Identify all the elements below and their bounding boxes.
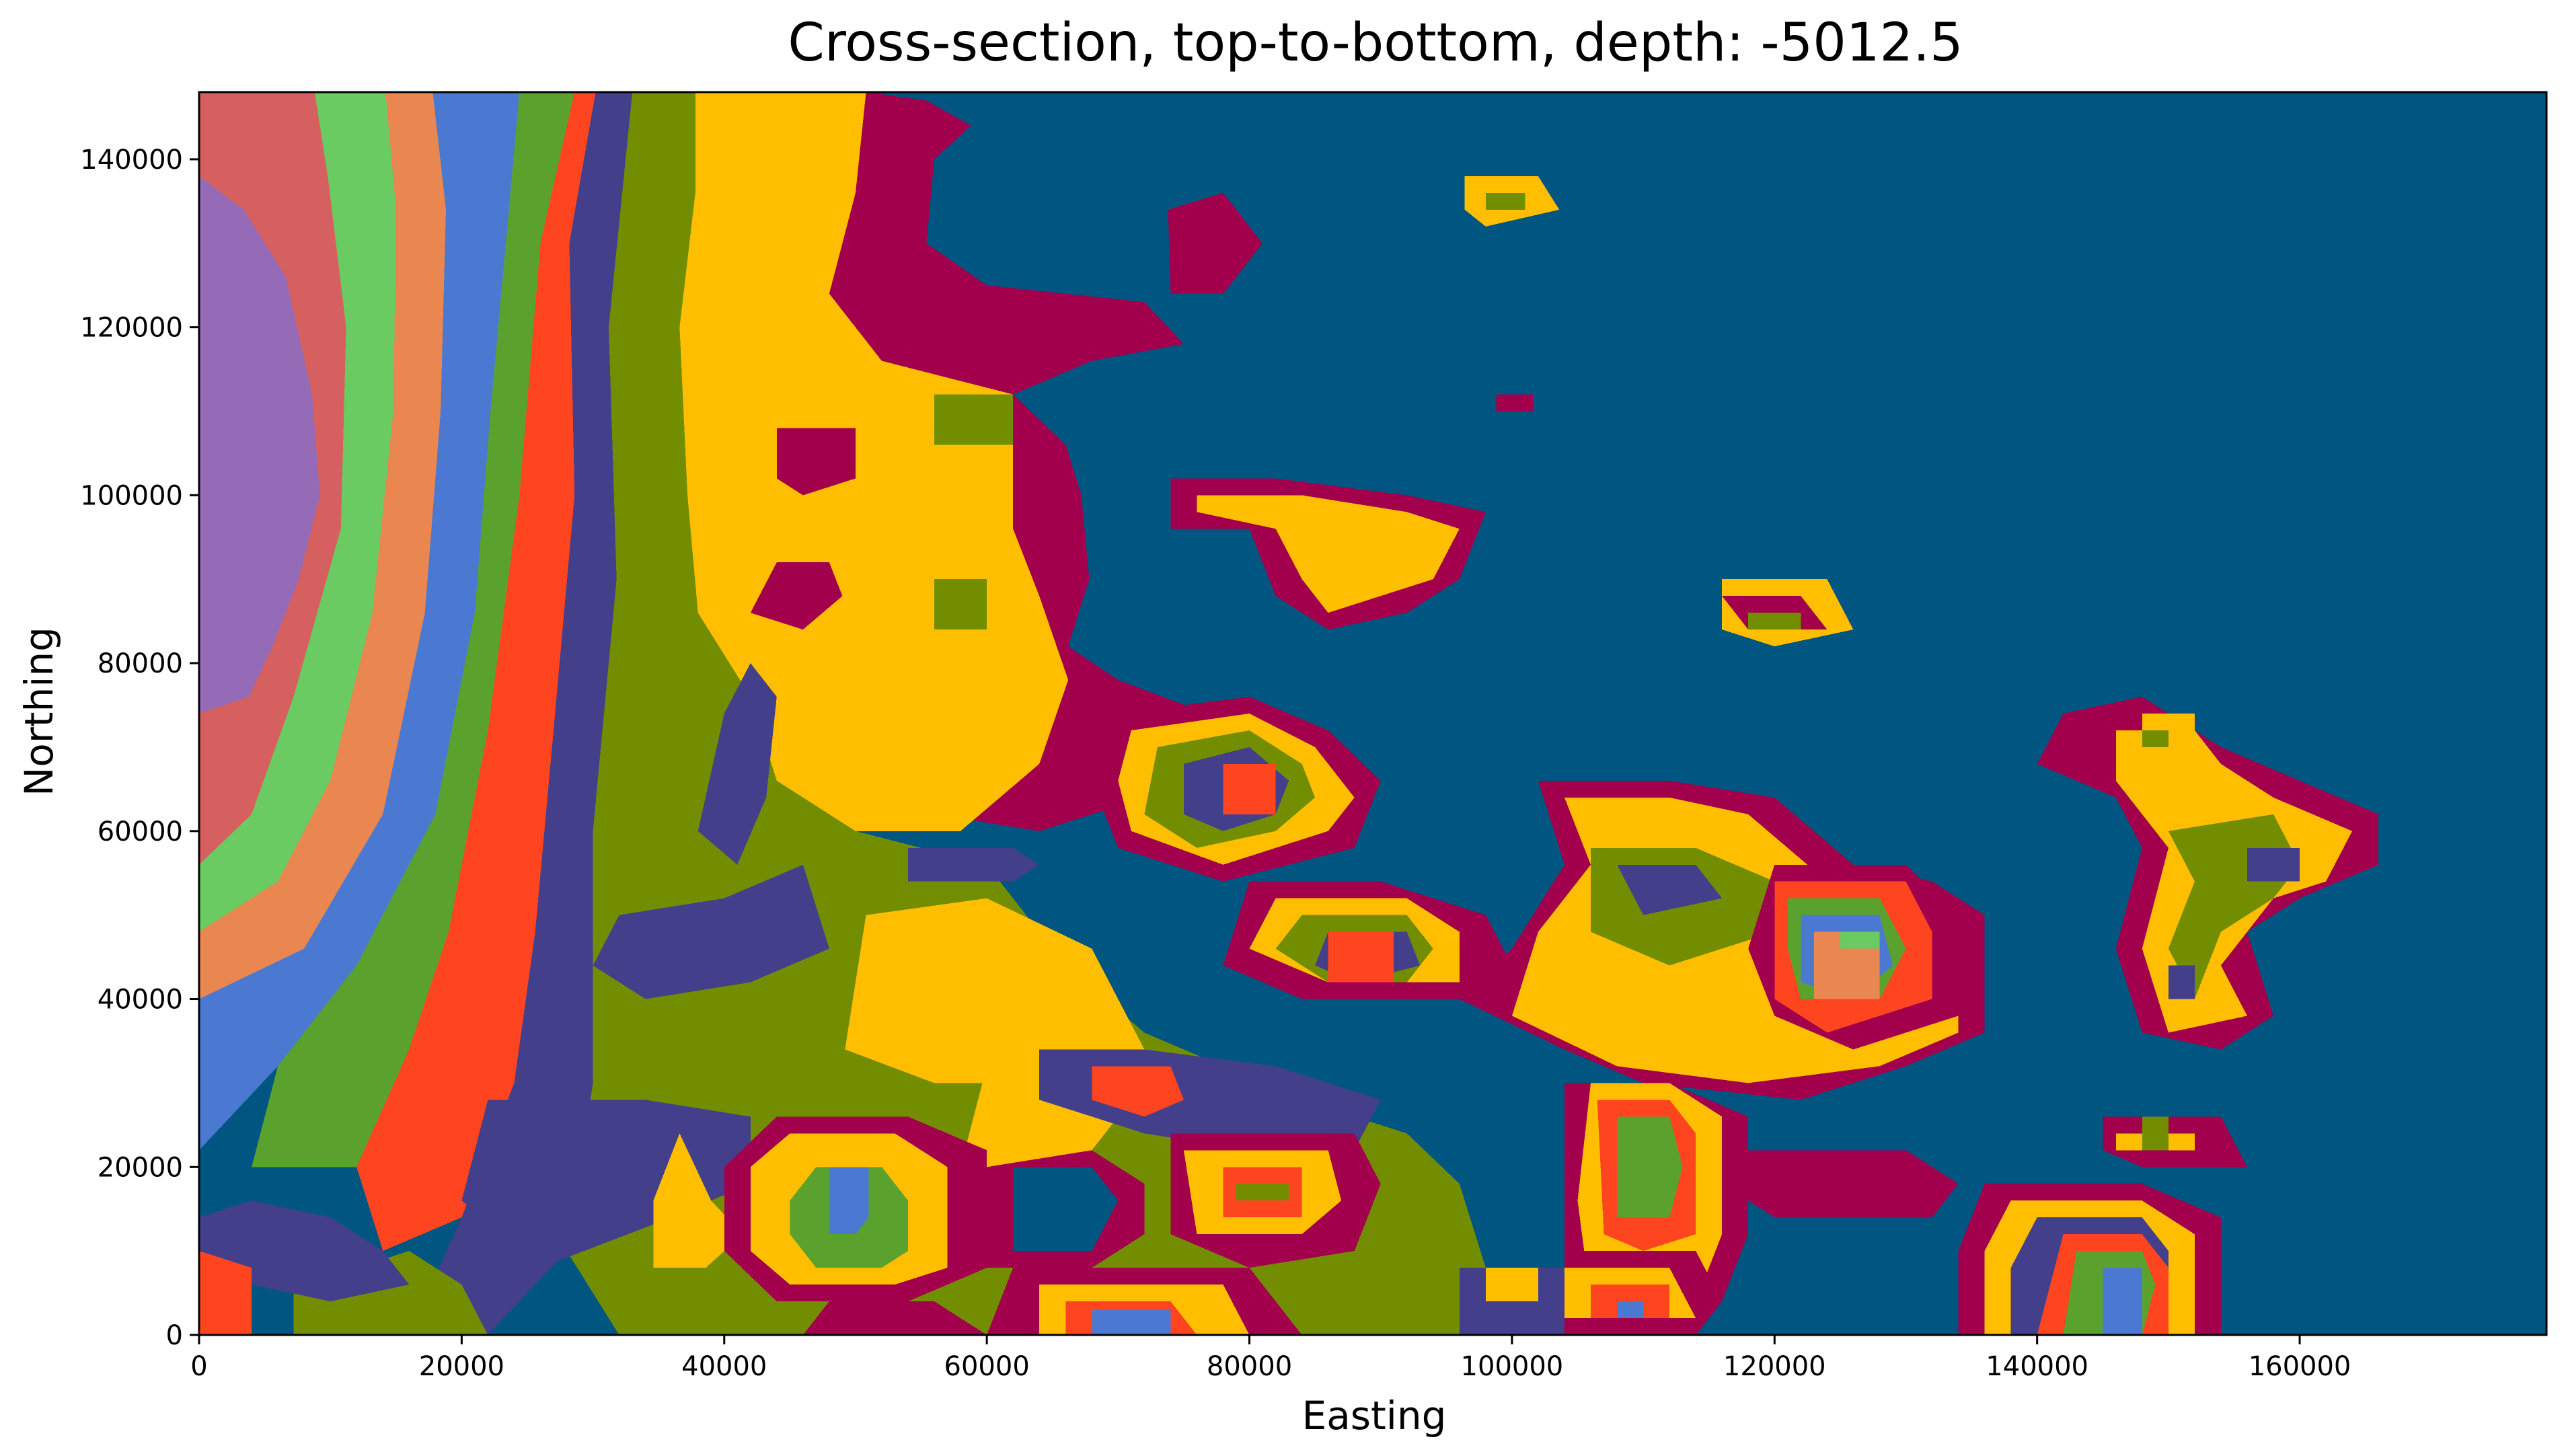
unit-region-5 bbox=[252, 92, 575, 1167]
y-tick-label: 40000 bbox=[98, 985, 183, 1016]
x-tick-label: 60000 bbox=[944, 1351, 1030, 1382]
x-tick-label: 160000 bbox=[2249, 1351, 2351, 1382]
unit-region-91 bbox=[2168, 965, 2195, 999]
y-tick-label: 80000 bbox=[98, 648, 183, 679]
y-axis: 0 20000 40000 60000 80000 100000 120000 140000 bbox=[80, 145, 199, 1351]
x-tick-label: 20000 bbox=[419, 1351, 504, 1382]
unit-region-2 bbox=[566, 92, 1564, 1335]
unit-region-96 bbox=[934, 394, 1014, 445]
unit-region-8 bbox=[199, 92, 396, 932]
chart-title: Cross-section, top-to-bottom, depth: -50… bbox=[788, 13, 1963, 73]
unit-region-90 bbox=[2247, 847, 2300, 882]
unit-region-56 bbox=[1748, 613, 1801, 630]
y-tick-label: 20000 bbox=[98, 1152, 183, 1183]
unit-region-15 bbox=[653, 1133, 743, 1268]
unit-region-17 bbox=[697, 663, 777, 865]
unit-region-70 bbox=[1617, 1116, 1683, 1218]
x-axis-label: Easting bbox=[1302, 1393, 1447, 1439]
unit-region-3 bbox=[409, 92, 633, 1335]
unit-region-7 bbox=[199, 92, 446, 999]
x-tick-label: 40000 bbox=[681, 1351, 767, 1382]
unit-region-6 bbox=[199, 92, 520, 1151]
unit-region-53 bbox=[1496, 394, 1534, 412]
x-tick-label: 100000 bbox=[1461, 1351, 1564, 1382]
unit-region-60 bbox=[1617, 864, 1723, 915]
unit-region-26 bbox=[829, 1167, 869, 1235]
y-tick-label: 120000 bbox=[80, 313, 183, 344]
plot-frame bbox=[198, 91, 2548, 1336]
unit-region-52 bbox=[1485, 192, 1525, 210]
unit-region-95 bbox=[776, 428, 856, 496]
unit-region-83 bbox=[2103, 1268, 2142, 1335]
unit-region-37 bbox=[1236, 1184, 1289, 1201]
unit-region-77 bbox=[1722, 1150, 1959, 1218]
unit-region-33 bbox=[1092, 1309, 1171, 1335]
unit-region-19 bbox=[908, 847, 1040, 882]
unit-region-18 bbox=[845, 898, 1145, 1083]
unit-region-27 bbox=[802, 1301, 987, 1335]
x-tick-label: 0 bbox=[190, 1351, 207, 1382]
x-tick-label: 120000 bbox=[1723, 1351, 1826, 1382]
unit-region-94 bbox=[750, 562, 843, 630]
unit-region-66 bbox=[1840, 931, 1880, 949]
unit-region-13 bbox=[199, 1251, 252, 1335]
unit-region-86 bbox=[2142, 1116, 2169, 1151]
y-tick-label: 140000 bbox=[80, 145, 183, 176]
unit-region-76 bbox=[1485, 1268, 1538, 1302]
unit-region-29 bbox=[1013, 1167, 1119, 1252]
unit-region-16 bbox=[593, 864, 829, 999]
unit-region-47 bbox=[1328, 931, 1394, 983]
unit-region-10 bbox=[199, 176, 320, 714]
y-tick-label: 100000 bbox=[80, 480, 183, 511]
y-axis-label: Northing bbox=[16, 627, 62, 796]
y-tick-label: 0 bbox=[166, 1320, 183, 1351]
unit-region-42 bbox=[1223, 763, 1276, 814]
unit-region-1 bbox=[679, 92, 1069, 831]
unit-region-73 bbox=[1591, 1285, 1670, 1318]
unit-region-49 bbox=[1197, 495, 1460, 613]
x-axis: 0 20000 40000 60000 80000 100000 120000 140000 1… bbox=[190, 1335, 2351, 1382]
unit-region-97 bbox=[934, 579, 987, 630]
unit-region-74 bbox=[1617, 1301, 1644, 1318]
x-tick-label: 80000 bbox=[1207, 1351, 1292, 1382]
unit-region-4 bbox=[356, 92, 596, 1252]
unit-region-93 bbox=[2142, 730, 2169, 747]
unit-region-22 bbox=[1092, 1066, 1184, 1117]
y-tick-label: 60000 bbox=[98, 816, 183, 847]
unit-region-50 bbox=[1168, 192, 1262, 294]
x-tick-label: 140000 bbox=[1986, 1351, 2088, 1382]
plot-area bbox=[199, 92, 2547, 1335]
